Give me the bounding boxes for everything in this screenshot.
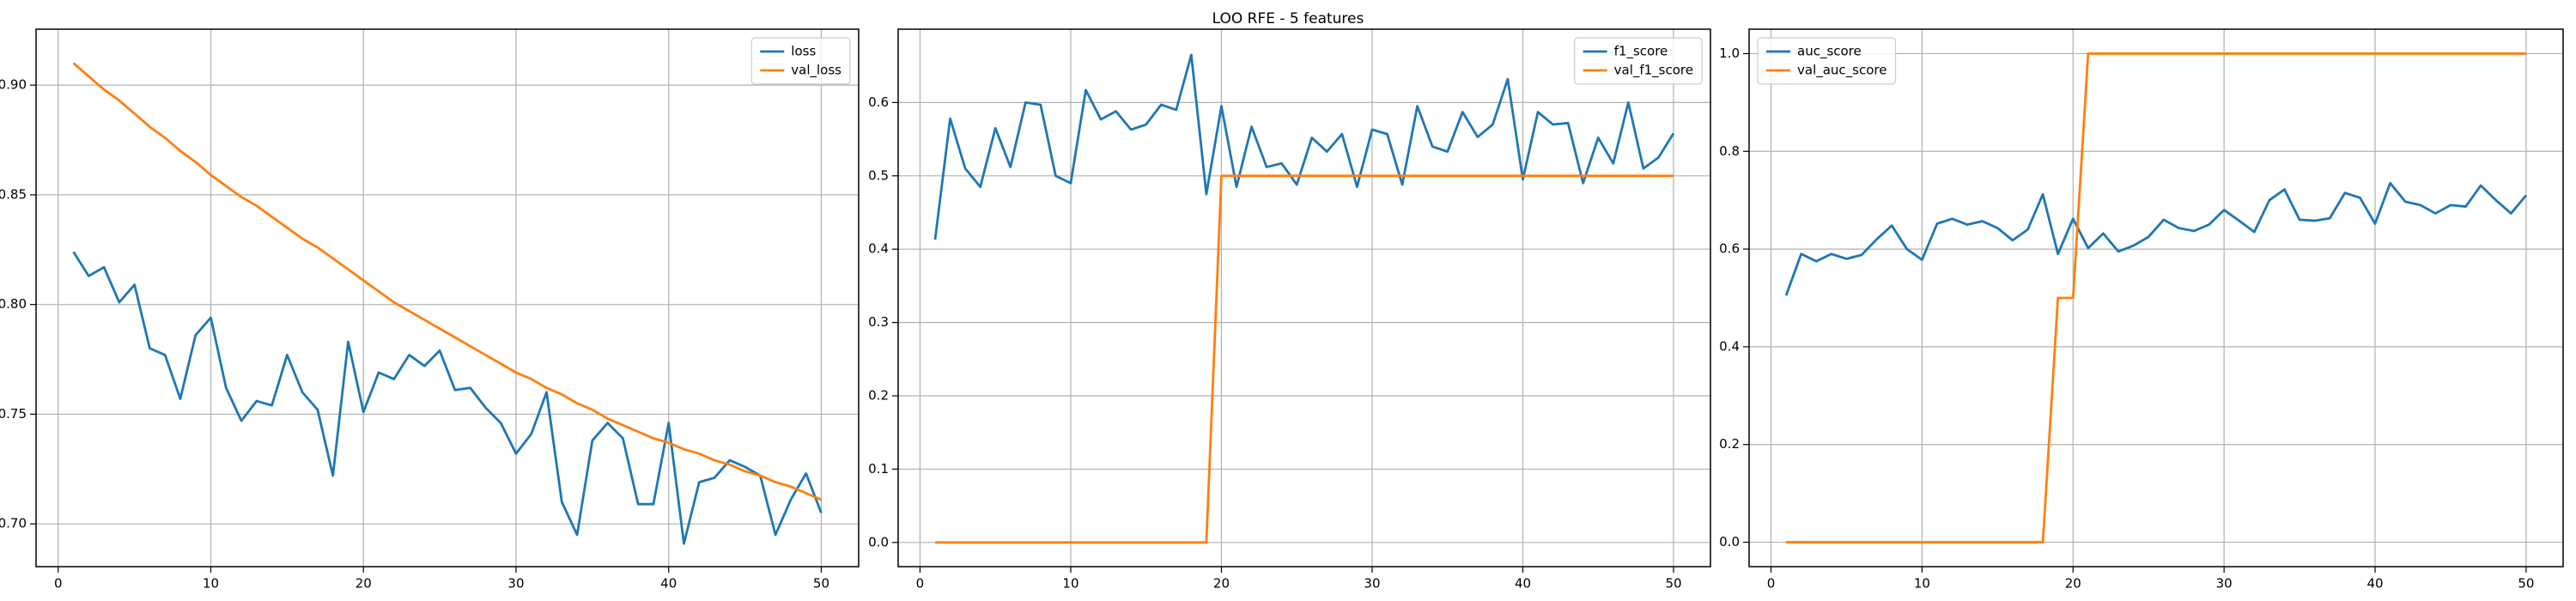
y-tick-label: 0.75 xyxy=(0,406,27,422)
x-tick-label: 20 xyxy=(2065,576,2081,592)
legend-label: loss xyxy=(791,44,816,59)
y-tick-label: 0.2 xyxy=(1719,436,1740,452)
x-tick-label: 10 xyxy=(203,576,219,592)
y-tick-label: 0.3 xyxy=(868,314,889,330)
data-line xyxy=(935,174,1674,544)
legend: loss val_loss xyxy=(750,37,851,85)
x-tick-label: 40 xyxy=(660,576,677,592)
legend: f1_score val_f1_score xyxy=(1574,37,1703,85)
y-tick-label: 0.80 xyxy=(0,296,27,312)
y-tick-label: 1.0 xyxy=(1719,46,1740,61)
x-tick-label: 50 xyxy=(2518,576,2534,592)
y-tick-label: 0.4 xyxy=(868,241,889,257)
x-tick-label: 0 xyxy=(916,576,925,592)
x-tick-label: 20 xyxy=(355,576,372,592)
legend-box xyxy=(1757,37,1897,85)
legend-box xyxy=(750,37,851,85)
figure-title: LOO RFE - 5 features xyxy=(1212,10,1364,27)
y-tick-label: 0.6 xyxy=(1719,241,1740,257)
x-tick-label: 50 xyxy=(1665,576,1681,592)
x-tick-label: 0 xyxy=(1767,576,1776,592)
y-tick-label: 0.6 xyxy=(868,94,889,110)
y-tick-label: 0.5 xyxy=(868,167,889,183)
x-tick-label: 0 xyxy=(54,576,63,592)
axes-frame xyxy=(1748,28,2564,568)
legend-label: val_loss xyxy=(791,63,841,79)
x-tick-label: 10 xyxy=(1914,576,1930,592)
y-tick-label: 0.85 xyxy=(0,186,27,202)
legend-label: val_f1_score xyxy=(1614,63,1693,79)
x-tick-label: 30 xyxy=(2216,576,2233,592)
legend: auc_score val_auc_score xyxy=(1757,37,1897,85)
subplot: 0 10 20 30 40 50 0.70 0.75 0.80 0.85 0.90 loss val_l… xyxy=(0,28,860,592)
subplot: 0 10 20 30 40 50 0.0 0.1 0.2 0.3 0.4 0.5 0.6 f1_score… xyxy=(868,28,1711,592)
y-tick-label: 0.4 xyxy=(1719,338,1740,354)
legend-label: auc_score xyxy=(1797,44,1862,60)
x-tick-label: 40 xyxy=(2366,576,2383,592)
data-line xyxy=(1784,181,2527,296)
data-line xyxy=(933,53,1675,240)
x-tick-label: 30 xyxy=(1364,576,1380,592)
legend-label: f1_score xyxy=(1614,44,1668,60)
legend-box xyxy=(1574,37,1703,85)
legend-label: val_auc_score xyxy=(1797,63,1887,79)
y-tick-label: 0.8 xyxy=(1719,143,1740,159)
y-tick-label: 0.90 xyxy=(0,77,27,93)
x-tick-label: 20 xyxy=(1213,576,1230,592)
data-line xyxy=(72,251,823,545)
subplot: 0 10 20 30 40 50 0.0 0.2 0.4 0.6 0.8 1.0 auc_scoreva… xyxy=(1719,28,2564,592)
y-tick-label: 0.0 xyxy=(1719,534,1740,549)
data-line xyxy=(72,62,823,501)
y-tick-label: 0.2 xyxy=(868,388,889,404)
y-tick-label: 0.0 xyxy=(868,534,889,549)
axes-frame xyxy=(35,28,860,568)
x-tick-label: 40 xyxy=(1515,576,1531,592)
y-tick-label: 0.70 xyxy=(0,516,27,531)
axes-frame xyxy=(897,28,1711,568)
x-tick-label: 50 xyxy=(813,576,829,592)
y-tick-label: 0.1 xyxy=(868,461,889,477)
x-tick-label: 10 xyxy=(1062,576,1078,592)
data-line xyxy=(1786,52,2526,543)
x-tick-label: 30 xyxy=(507,576,524,592)
